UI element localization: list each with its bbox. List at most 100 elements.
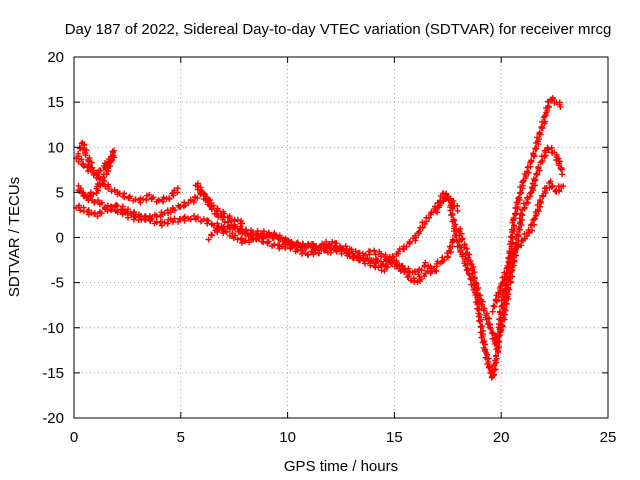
data-point-marker [204, 199, 211, 206]
data-point-marker [402, 266, 408, 273]
y-tick-label: 0 [56, 230, 64, 247]
data-point-marker [85, 194, 92, 201]
data-point-marker [459, 236, 466, 243]
y-tick-label: 20 [47, 49, 64, 66]
data-point-marker [560, 183, 567, 190]
data-point-marker [532, 145, 539, 152]
data-point-marker [480, 345, 487, 351]
data-point-marker [99, 176, 106, 183]
data-point-marker [512, 210, 519, 217]
data-point-marker [221, 210, 228, 217]
data-point-marker [299, 247, 306, 254]
data-point-marker [547, 178, 554, 185]
data-point-marker [381, 268, 388, 274]
data-point-marker [329, 238, 336, 245]
x-axis-label: GPS time / hours [284, 458, 398, 475]
x-tick-label: 15 [386, 429, 403, 446]
data-point-marker [98, 210, 105, 217]
data-point-marker [367, 248, 374, 255]
series-trace-c [73, 193, 461, 268]
data-point-marker [452, 221, 459, 228]
data-point-marker [82, 152, 89, 159]
data-point-marker [333, 240, 340, 247]
data-point-marker [531, 215, 538, 222]
data-point-marker [477, 324, 484, 331]
x-tick-label: 0 [70, 429, 78, 446]
data-point-marker [535, 164, 542, 171]
data-point-marker [479, 333, 486, 340]
x-tick-label: 20 [493, 429, 510, 446]
data-point-marker [265, 238, 272, 245]
data-point-marker [276, 234, 283, 241]
data-point-marker [516, 194, 522, 201]
data-point-marker [542, 118, 549, 125]
data-point-marker [77, 207, 84, 214]
data-point-marker [342, 243, 349, 250]
x-tick-label: 5 [177, 429, 185, 446]
data-point-marker [529, 227, 535, 234]
data-point-marker [449, 211, 456, 218]
data-point-marker [437, 197, 444, 204]
data-point-marker [471, 269, 478, 276]
data-point-marker [489, 330, 496, 337]
data-point-marker [214, 220, 221, 227]
data-point-marker [76, 145, 83, 151]
data-point-marker [528, 157, 535, 164]
data-point-marker [232, 232, 239, 239]
data-point-marker [407, 239, 413, 245]
data-point-marker [416, 228, 423, 235]
data-point-marker [105, 183, 112, 190]
data-point-marker [473, 286, 480, 293]
data-point-marker [349, 250, 356, 257]
data-point-marker [174, 185, 181, 192]
data-point-marker [531, 221, 538, 228]
data-point-marker [94, 197, 101, 204]
data-point-marker [490, 302, 497, 309]
data-point-marker [160, 194, 167, 201]
data-point-marker [548, 183, 555, 190]
data-point-marker [549, 183, 556, 190]
y-tick-label: -15 [42, 365, 64, 382]
data-point-marker [418, 267, 425, 274]
data-point-marker [315, 250, 322, 256]
data-point-marker [527, 190, 534, 197]
data-point-marker [187, 196, 194, 203]
series-trace-a [75, 139, 181, 206]
data-point-marker [84, 193, 91, 200]
y-tick-label: 5 [56, 184, 64, 201]
data-point-marker [226, 213, 233, 220]
grid-lines [74, 57, 608, 418]
y-tick-label: 10 [47, 139, 64, 156]
data-point-marker [299, 240, 306, 247]
data-point-marker [200, 216, 207, 223]
data-point-marker [234, 216, 241, 223]
data-point-marker [194, 195, 201, 202]
data-point-marker [485, 358, 492, 365]
x-tick-label: 10 [279, 429, 296, 446]
data-point-marker [428, 209, 435, 216]
data-point-marker [209, 232, 215, 239]
data-point-marker [503, 270, 510, 277]
data-point-marker [181, 213, 188, 220]
data-point-marker [448, 200, 455, 207]
data-point-marker [405, 265, 412, 272]
data-point-marker [93, 190, 100, 197]
data-point-marker [239, 220, 245, 227]
data-point-marker [516, 226, 523, 233]
data-point-marker [242, 237, 249, 244]
data-point-marker [528, 184, 535, 191]
y-tick-label: -10 [42, 320, 64, 337]
data-point-marker [422, 259, 429, 266]
data-point-marker [449, 218, 456, 225]
series-trace-g [455, 144, 566, 351]
data-point-marker [372, 251, 379, 258]
data-point-marker [208, 206, 215, 213]
data-point-marker [328, 245, 335, 252]
data-point-marker [411, 269, 418, 275]
data-point-marker [433, 268, 440, 274]
data-point-marker [87, 166, 94, 173]
data-point-marker [394, 262, 401, 269]
data-point-marker [171, 207, 178, 214]
data-point-marker [399, 262, 406, 269]
data-point-marker [104, 207, 111, 214]
